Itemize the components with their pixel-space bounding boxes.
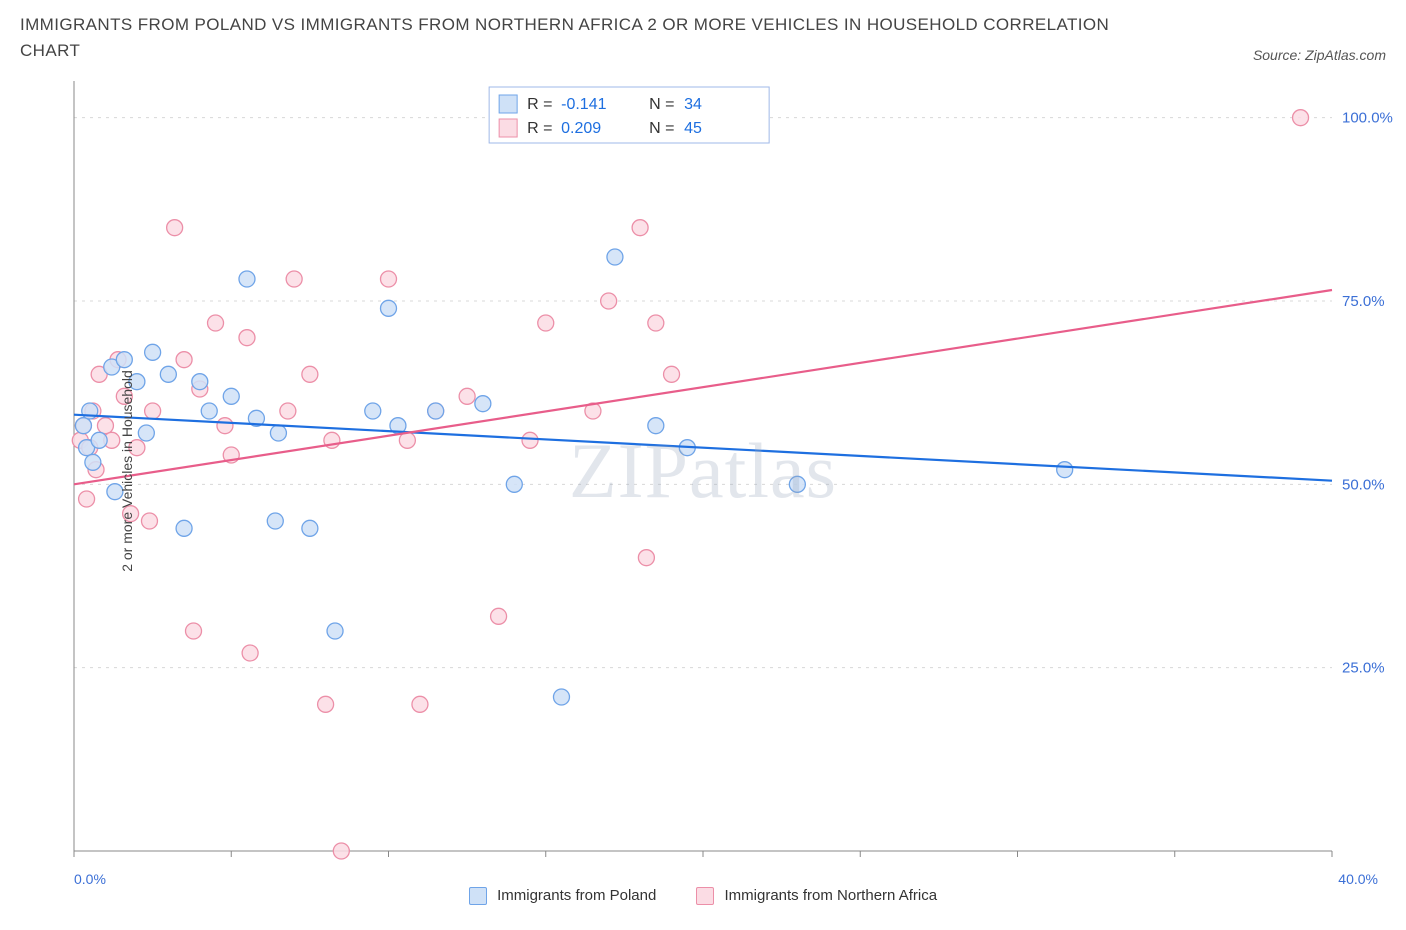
scatter-plot: 25.0% 50.0% 75.0% 100.0% R = -0.141 N = 34 R =… (20, 71, 1400, 871)
svg-text:N =: N = (649, 120, 674, 137)
svg-text:-0.141: -0.141 (561, 96, 606, 113)
svg-text:25.0%: 25.0% (1342, 660, 1385, 677)
svg-text:R =: R = (527, 120, 552, 137)
x-tick-max: 40.0% (1338, 871, 1378, 887)
svg-text:45: 45 (684, 120, 702, 137)
chart-title: IMMIGRANTS FROM POLAND VS IMMIGRANTS FRO… (20, 12, 1120, 63)
svg-text:R =: R = (527, 96, 552, 113)
y-axis-label: 2 or more Vehicles in Household (119, 370, 135, 572)
svg-text:50.0%: 50.0% (1342, 476, 1385, 493)
chart-container: 2 or more Vehicles in Household 25.0% 50.… (20, 71, 1386, 871)
x-axis-ticks: 0.0% 40.0% (74, 871, 1378, 891)
source-attribution: Source: ZipAtlas.com (1253, 47, 1386, 63)
source-name: ZipAtlas.com (1305, 47, 1386, 63)
x-tick-min: 0.0% (74, 871, 106, 887)
svg-text:34: 34 (684, 96, 702, 113)
svg-text:0.209: 0.209 (561, 120, 601, 137)
svg-text:100.0%: 100.0% (1342, 110, 1393, 127)
svg-text:N =: N = (649, 96, 674, 113)
svg-text:75.0%: 75.0% (1342, 293, 1385, 310)
source-label: Source: (1253, 47, 1301, 63)
